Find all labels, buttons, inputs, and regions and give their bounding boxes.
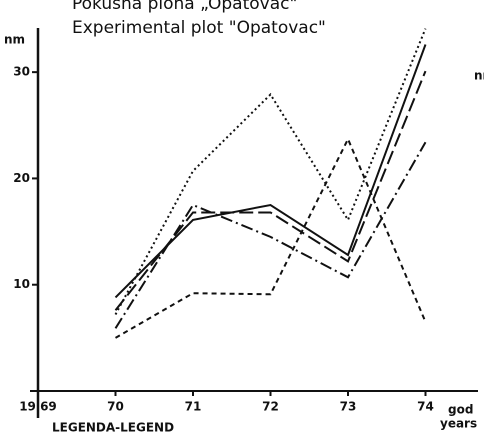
x-tick-label: 70 — [107, 400, 124, 414]
legend-title: LEGENDA-LEGEND — [52, 421, 174, 434]
x-tick-label: 71 — [185, 400, 202, 414]
x-tick-label: 19 69 — [19, 400, 57, 414]
y-tick-label: 30 — [13, 65, 30, 79]
y-axis-label-right: nm — [474, 69, 484, 83]
series-line — [114, 70, 427, 311]
y-axis-label: nm — [4, 33, 25, 47]
y-tick-label: 20 — [13, 171, 30, 185]
series-line — [114, 44, 427, 299]
series-line — [115, 136, 427, 339]
x-tick-label: 72 — [262, 400, 279, 414]
x-axis-label: god — [448, 403, 473, 417]
chart-title: Pokusna ploha „Opatovac" — [72, 0, 297, 14]
chart-subtitle: Experimental plot "Opatovac" — [72, 18, 326, 38]
x-tick-label: 74 — [417, 400, 434, 414]
x-tick-label: 73 — [340, 400, 357, 414]
series-line — [114, 28, 427, 315]
y-tick-label: 10 — [13, 277, 30, 291]
x-axis-label: years — [440, 417, 477, 431]
